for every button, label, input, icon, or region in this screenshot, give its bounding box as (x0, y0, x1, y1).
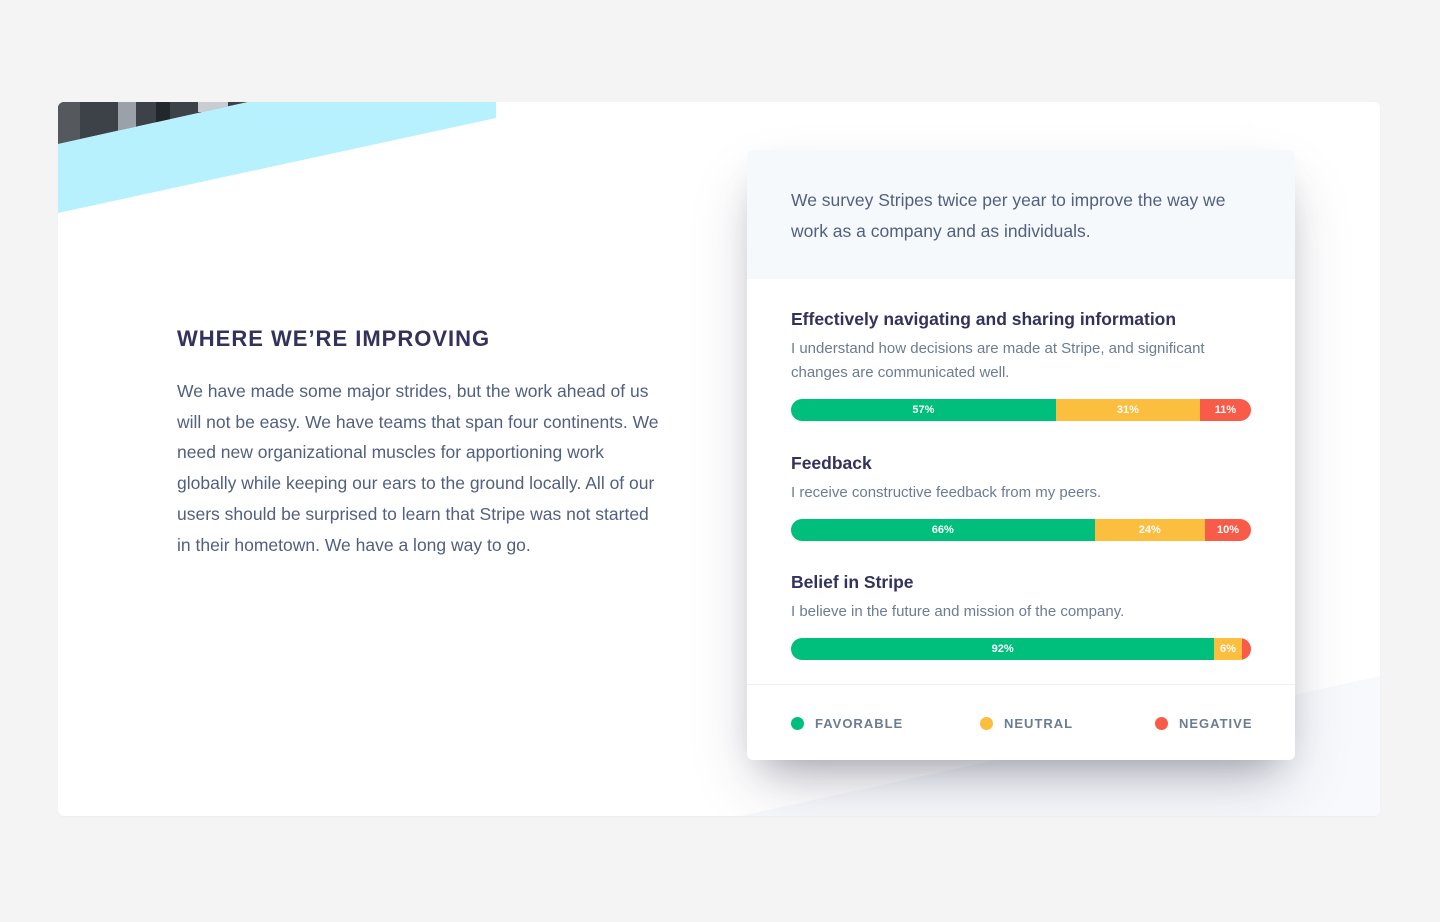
metric-belief: Belief in Stripe I believe in the future… (791, 571, 1251, 660)
favorable-dot-icon (791, 716, 804, 730)
neutral-label: 6% (1220, 643, 1236, 655)
favorable-segment: 92% (791, 638, 1215, 660)
header-image-fragment (58, 102, 496, 213)
negative-label: 11% (1214, 404, 1237, 416)
neutral-segment: 31% (1055, 399, 1200, 421)
survey-intro-text: We survey Stripes twice per year to impr… (791, 190, 1226, 241)
metric-title: Feedback (791, 453, 872, 473)
survey-card: We survey Stripes twice per year to impr… (747, 150, 1295, 760)
metric-description: I receive constructive feedback from my … (791, 484, 1102, 501)
negative-segment: 10% (1204, 519, 1251, 541)
negative-segment (1241, 638, 1251, 660)
metric-information: Effectively navigating and sharing infor… (791, 308, 1251, 421)
legend-negative: NEGATIVE (1155, 714, 1253, 732)
neutral-label: 24% (1138, 524, 1161, 536)
favorable-label: 66% (931, 524, 954, 536)
favorable-segment: 66% (791, 519, 1095, 541)
favorable-label: 57% (912, 404, 935, 416)
content-panel: WHERE WE’RE IMPROVING We have made some … (58, 102, 1380, 816)
metric-title: Belief in Stripe (791, 572, 914, 592)
neutral-dot-icon (980, 716, 993, 730)
neutral-segment: 6% (1214, 638, 1242, 660)
legend-label: NEUTRAL (1004, 715, 1074, 731)
neutral-segment: 24% (1094, 519, 1205, 541)
favorable-segment: 57% (791, 399, 1056, 421)
cyan-accent-shape (58, 102, 496, 213)
metric-feedback: Feedback I receive constructive feedback… (791, 452, 1251, 541)
metric-title: Effectively navigating and sharing infor… (791, 309, 1177, 329)
result-bar: 66% 24% 10% (791, 519, 1251, 541)
legend-label: FAVORABLE (815, 715, 904, 731)
survey-intro: We survey Stripes twice per year to impr… (747, 150, 1295, 279)
negative-label: 10% (1216, 524, 1239, 536)
legend-neutral: NEUTRAL (980, 714, 1073, 732)
negative-segment: 11% (1199, 399, 1251, 421)
section-heading: WHERE WE’RE IMPROVING (177, 326, 491, 351)
improving-section: WHERE WE’RE IMPROVING We have made some … (177, 324, 667, 560)
metric-description: I believe in the future and mission of t… (791, 603, 1125, 620)
section-body: We have made some major strides, but the… (177, 381, 659, 555)
chart-legend: FAVORABLE NEUTRAL NEGATIVE (747, 684, 1295, 760)
neutral-label: 31% (1116, 404, 1139, 416)
result-bar: 92% 6% (791, 638, 1251, 660)
result-bar: 57% 31% 11% (791, 399, 1251, 421)
favorable-label: 92% (991, 643, 1014, 655)
metric-description: I understand how decisions are made at S… (791, 340, 1205, 381)
negative-dot-icon (1155, 716, 1168, 730)
legend-favorable: FAVORABLE (791, 714, 903, 732)
legend-label: NEGATIVE (1179, 715, 1253, 731)
